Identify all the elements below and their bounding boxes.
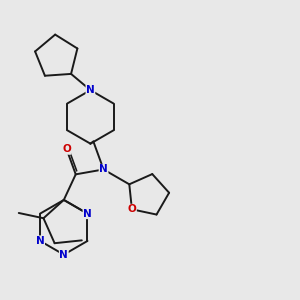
Text: N: N [59,250,68,260]
Text: N: N [86,85,95,95]
Text: O: O [128,204,136,214]
Text: N: N [99,164,108,174]
Text: N: N [36,236,44,246]
Text: O: O [62,144,71,154]
Text: N: N [83,208,92,219]
